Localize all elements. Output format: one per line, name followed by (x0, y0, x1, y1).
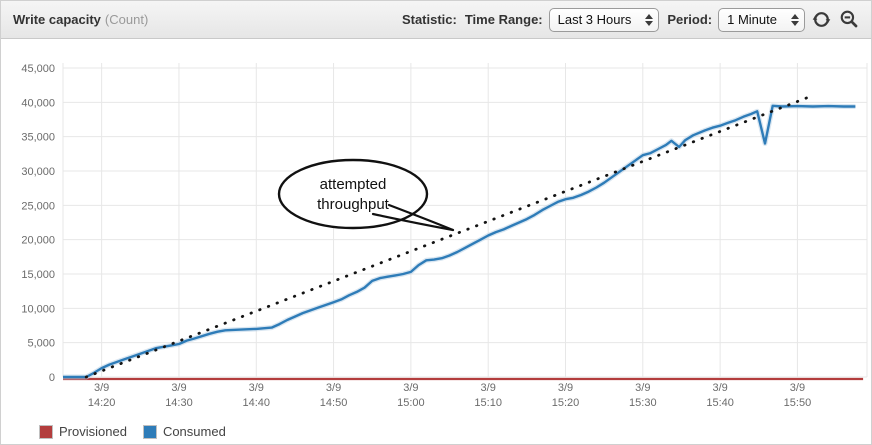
y-tick-label: 40,000 (21, 97, 55, 109)
x-tick-time: 14:20 (88, 397, 116, 409)
legend-label: Consumed (162, 424, 226, 439)
x-tick-time: 14:50 (320, 397, 348, 409)
y-tick-label: 30,000 (21, 166, 55, 178)
provisioned-swatch (39, 424, 53, 439)
x-tick-date: 3/9 (790, 382, 805, 394)
x-tick-time: 15:20 (552, 397, 580, 409)
x-tick-date: 3/9 (481, 382, 496, 394)
legend-item-consumed: Consumed (142, 424, 226, 439)
time-range-select[interactable]: Last 3 Hours (548, 7, 660, 32)
x-tick-date: 3/9 (249, 382, 264, 394)
legend-item-provisioned: Provisioned (39, 424, 127, 439)
chart-legend: Provisioned Consumed (39, 424, 226, 439)
title-units: (Count) (104, 12, 149, 27)
consumed-swatch (142, 424, 157, 439)
page-title: Write capacity (13, 12, 101, 27)
x-tick-time: 15:30 (629, 397, 657, 409)
y-tick-label: 5,000 (27, 338, 55, 350)
x-tick-time: 15:50 (784, 397, 812, 409)
y-tick-label: 20,000 (21, 235, 55, 247)
bubble-text-line2: throughput (317, 196, 390, 213)
attempted-throughput-line (84, 94, 815, 379)
x-tick-time: 15:10 (474, 397, 502, 409)
x-tick-date: 3/9 (712, 382, 727, 394)
speech-bubble: attempted throughput (277, 158, 455, 232)
period-select[interactable]: 1 Minute (718, 7, 805, 32)
x-tick-date: 3/9 (635, 382, 650, 394)
y-tick-label: 10,000 (21, 303, 55, 315)
consumed-line-halo (63, 103, 856, 380)
x-tick-date: 3/9 (326, 382, 341, 394)
x-tick-date: 3/9 (171, 382, 186, 394)
chevron-updown-icon (791, 13, 799, 26)
y-tick-label: 35,000 (21, 132, 55, 144)
x-tick-date: 3/9 (94, 382, 109, 394)
y-tick-label: 45,000 (21, 63, 55, 75)
statistic-label: Statistic: (401, 12, 457, 27)
y-tick-label: 0 (49, 372, 55, 384)
period-value: 1 Minute (727, 12, 777, 27)
consumed-line (63, 104, 856, 379)
x-tick-time: 14:40 (243, 397, 271, 409)
x-tick-time: 15:00 (397, 397, 425, 409)
x-tick-time: 15:40 (706, 397, 734, 409)
time-range-label: Time Range: (464, 12, 543, 27)
widget-header: Write capacity (Count) Statistic: Time R… (1, 1, 871, 39)
y-tick-label: 15,000 (21, 269, 55, 281)
period-label: Period: (667, 12, 713, 27)
legend-label: Provisioned (59, 424, 127, 439)
chevron-updown-icon (645, 13, 654, 26)
refresh-icon[interactable] (809, 8, 833, 32)
time-range-value: Last 3 Hours (557, 12, 632, 27)
x-tick-time: 14:30 (165, 397, 193, 409)
x-tick-date: 3/9 (403, 382, 418, 394)
y-tick-label: 25,000 (21, 200, 55, 212)
x-tick-date: 3/9 (558, 382, 573, 394)
zoom-out-icon[interactable] (837, 8, 861, 32)
chart-plot: 0 5,000 10,000 15,000 20,000 25,000 30,000 35,0… (21, 63, 868, 409)
bubble-text-line1: attempted (320, 176, 387, 193)
